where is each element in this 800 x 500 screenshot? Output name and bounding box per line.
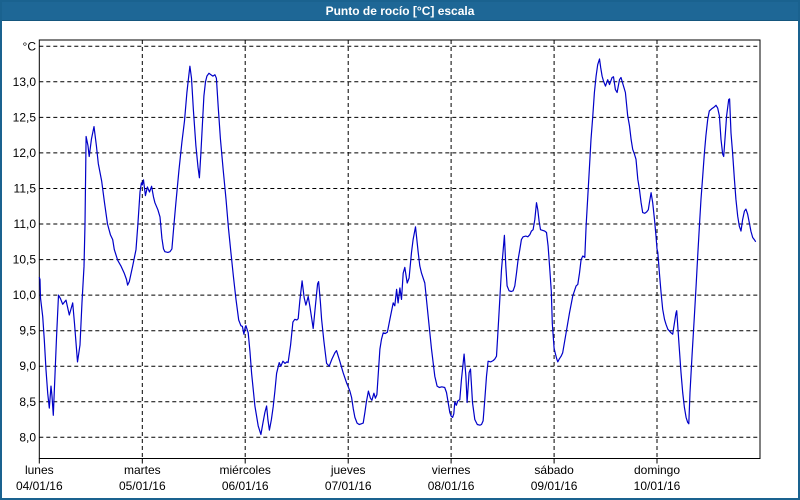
x-axis-ticks — [38, 458, 658, 464]
y-tick-label: 9,5 — [19, 324, 36, 338]
y-tick-label: 8,5 — [19, 395, 36, 409]
y-tick-label: 9,0 — [19, 359, 36, 373]
dewpoint-line — [38, 58, 757, 436]
chart-title: Punto de rocío [°C] escala — [325, 4, 475, 18]
day-date-label: 09/01/16 — [531, 479, 578, 493]
y-tick-label: 11,0 — [14, 217, 37, 231]
day-name-label: jueves — [330, 463, 366, 477]
h-gridlines — [39, 45, 760, 438]
y-tick-label: 10,5 — [13, 253, 37, 267]
y-tick-label: 12,5 — [13, 110, 37, 124]
plot-frame — [38, 39, 761, 459]
day-date-label: 07/01/16 — [325, 479, 372, 493]
day-name-label: sábado — [534, 463, 574, 477]
day-date-label: 10/01/16 — [634, 479, 681, 493]
y-tick-label: 12,0 — [13, 146, 37, 160]
day-date-label: 06/01/16 — [222, 479, 269, 493]
x-axis-labels: lunes 04/01/16 martes 05/01/16 miércoles 06/0… — [16, 463, 681, 493]
day-date-label: 08/01/16 — [428, 479, 475, 493]
y-axis-unit-label: °C — [23, 39, 37, 53]
y-tick-label: 13,0 — [13, 75, 37, 89]
day-name-label: domingo — [634, 463, 680, 477]
day-name-label: lunes — [25, 463, 54, 477]
day-date-label: 05/01/16 — [119, 479, 166, 493]
y-tick-label: 10,0 — [13, 288, 37, 302]
y-tick-label: 11,5 — [14, 182, 37, 196]
day-name-label: viernes — [432, 463, 471, 477]
day-name-label: martes — [124, 463, 161, 477]
y-tick-label: 8,0 — [19, 430, 36, 444]
title-bar: Punto de rocío [°C] escala — [2, 2, 798, 21]
day-date-label: 04/01/16 — [16, 479, 63, 493]
y-axis-labels: 8,0 8,5 9,0 9,5 10,0 10,5 11,0 11,5 12,0 12,5 13,0… — [13, 39, 37, 444]
v-gridlines — [141, 40, 658, 459]
day-name-label: miércoles — [220, 463, 271, 477]
